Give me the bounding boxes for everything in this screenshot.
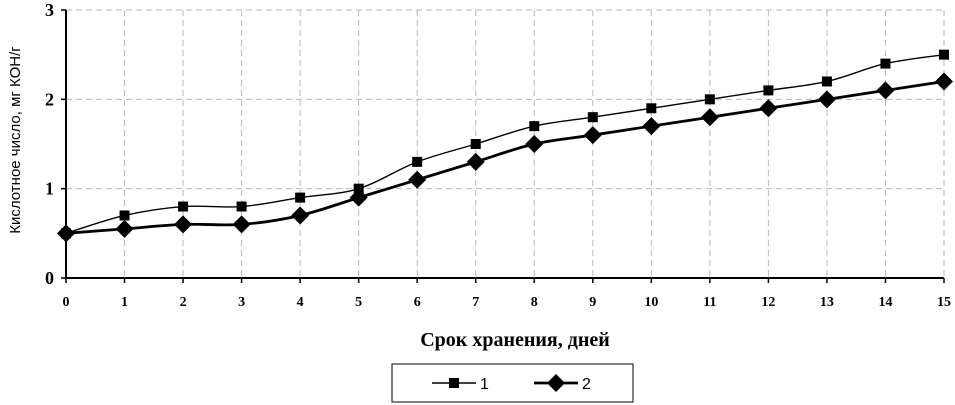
data-point-series-2 (583, 126, 602, 145)
series-layer (57, 49, 953, 243)
data-point-series-1 (646, 103, 657, 114)
x-tick-label: 3 (238, 295, 245, 310)
data-point-series-2 (525, 135, 544, 153)
data-point-series-2 (349, 188, 368, 207)
x-tick-label: 10 (644, 295, 658, 310)
data-point-series-1 (295, 192, 306, 203)
x-tick-label: 5 (355, 295, 362, 310)
x-tick-label: 14 (878, 295, 892, 310)
legend-item-2: 2 (534, 374, 591, 393)
x-tick-label: 15 (937, 295, 951, 310)
x-tick-label: 9 (589, 295, 596, 310)
data-point-series-2 (408, 170, 427, 189)
x-tick-label: 11 (703, 295, 716, 310)
legend-box (391, 363, 634, 403)
x-tick-label: 7 (472, 295, 479, 310)
data-point-series-2 (642, 117, 661, 136)
data-point-series-1 (587, 112, 598, 123)
data-point-series-2 (466, 152, 485, 171)
series-2 (57, 72, 953, 243)
x-axis-title: Срок хранения, дней (420, 329, 610, 351)
x-tick-label: 0 (63, 295, 70, 310)
data-point-series-2 (700, 108, 719, 127)
data-point-series-1 (412, 156, 423, 167)
series-1 (61, 49, 949, 239)
data-point-series-2 (759, 99, 778, 118)
y-tick-label: 3 (45, 0, 54, 20)
legend-marker (547, 374, 565, 392)
data-point-series-2 (232, 215, 251, 234)
data-point-series-2 (935, 72, 953, 91)
data-point-series-2 (817, 90, 836, 109)
x-tick-label: 1 (121, 295, 128, 310)
data-point-series-1 (470, 139, 481, 149)
data-point-series-1 (704, 94, 715, 105)
data-point-series-1 (529, 121, 540, 132)
data-point-series-1 (939, 49, 949, 60)
data-point-series-2 (876, 81, 895, 100)
data-point-series-1 (763, 85, 774, 96)
data-point-series-2 (115, 219, 134, 238)
x-tick-label: 4 (297, 295, 304, 310)
legend-marker (449, 378, 459, 388)
grid (66, 9, 945, 278)
x-tick-label: 8 (531, 295, 538, 310)
y-tick-label: 1 (45, 179, 54, 199)
series-line-1 (65, 53, 945, 235)
series-line-2 (65, 80, 945, 235)
x-tick-label: 6 (414, 295, 421, 310)
legend-label: 2 (582, 376, 591, 393)
data-point-series-1 (119, 210, 130, 221)
data-point-series-2 (174, 215, 193, 234)
data-point-series-1 (880, 58, 891, 69)
axes (65, 10, 944, 279)
x-tick-label: 2 (180, 295, 187, 310)
legend-label: 1 (480, 376, 489, 393)
x-tick-label: 13 (820, 295, 834, 310)
data-point-series-1 (178, 201, 189, 212)
data-point-series-1 (821, 76, 832, 87)
data-point-series-1 (236, 201, 247, 212)
y-tick-label: 0 (45, 268, 54, 288)
x-tick-label: 12 (761, 295, 775, 310)
legend-item-1: 1 (432, 376, 489, 393)
y-tick-label: 2 (45, 89, 54, 109)
data-point-series-2 (291, 206, 310, 225)
y-axis-title: Кислотное число, мг КОН/г (7, 46, 24, 234)
